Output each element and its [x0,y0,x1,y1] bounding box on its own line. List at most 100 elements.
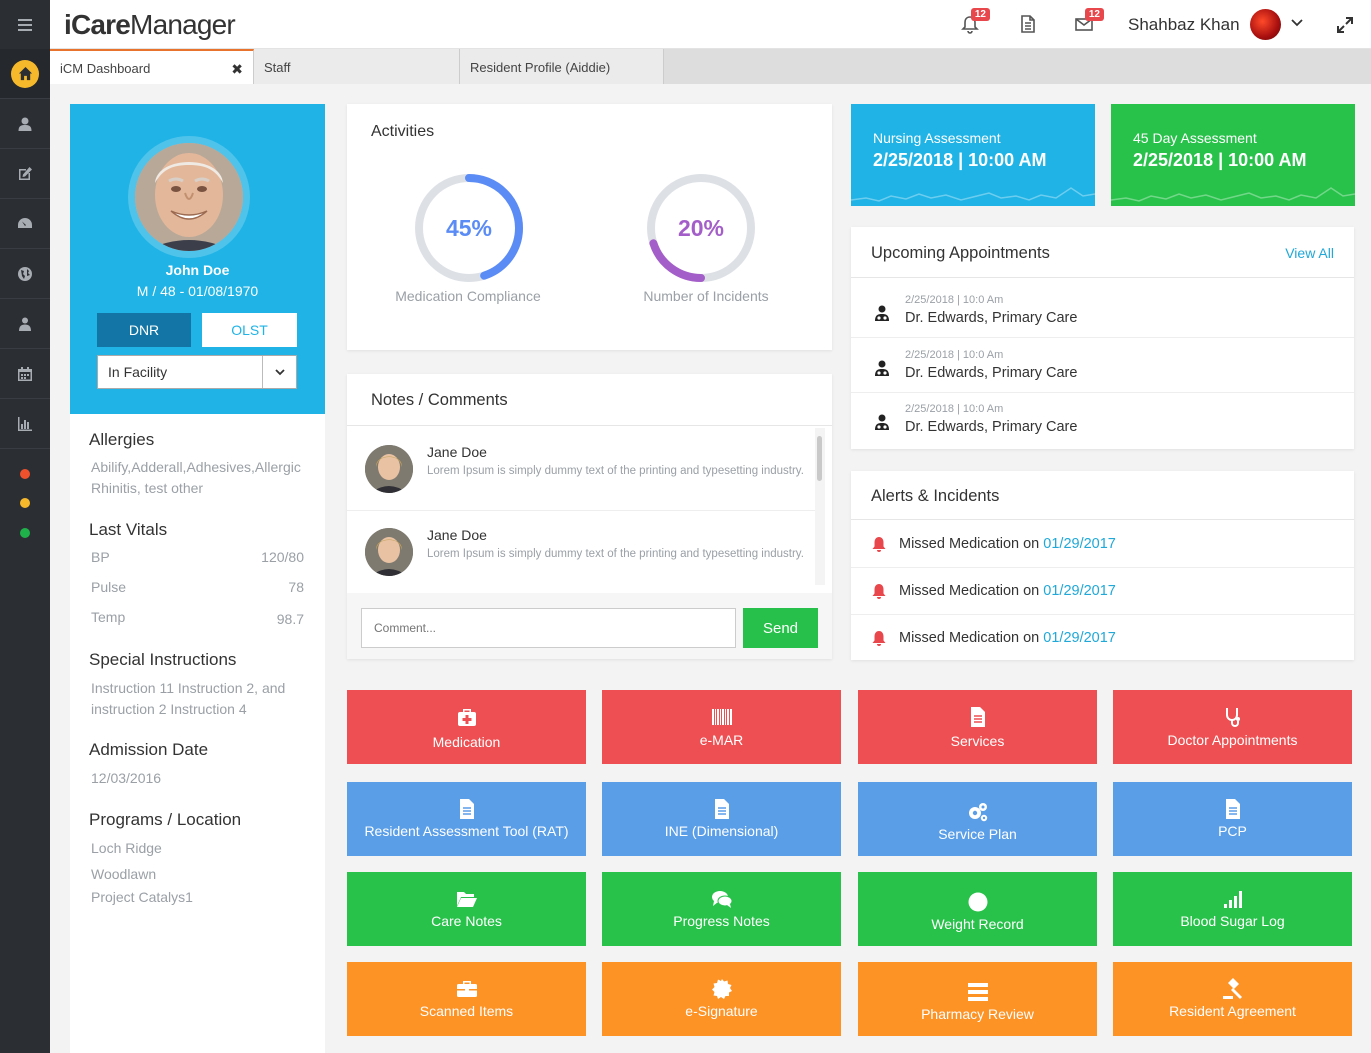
resident-photo [135,143,243,251]
sparkline [1111,187,1355,202]
resident-meta: M / 48 - 01/08/1970 [136,283,259,299]
user-avatar[interactable] [1250,9,1281,40]
note-author-avatar [365,528,413,576]
note-text: Lorem Ipsum is simply dummy text of the … [427,548,804,560]
alert-date[interactable]: 01/29/2017 [1043,630,1116,646]
notifications-button[interactable]: 12 [960,8,990,36]
nursing-assessment-card[interactable]: Nursing Assessment 2/25/2018 | 10:00 AM [851,104,1095,206]
tile-medication[interactable]: Medication [347,690,586,764]
calendar-icon [18,366,32,381]
tile-label: Scanned Items [419,1003,514,1019]
instructions-heading: Special Instructions [89,650,237,669]
tile-doctor-appointments[interactable]: Doctor Appointments [1113,690,1352,764]
tile-emar[interactable]: e-MAR [602,690,841,764]
briefcase-icon [456,981,477,997]
tile-label: Care Notes [431,913,502,929]
tab-icm-dashboard[interactable]: iCM Dashboard ✖ [50,49,254,84]
list-icon [967,983,988,1001]
alert-date[interactable]: 01/29/2017 [1043,536,1116,552]
tile-label: e-Signature [685,1003,758,1019]
tile-service-plan[interactable]: Service Plan [858,782,1097,856]
nav-dashboard[interactable] [0,199,50,249]
tile-pharmacy-review[interactable]: Pharmacy Review [858,962,1097,1036]
programs-heading: Programs / Location [89,810,242,829]
tile-label: Progress Notes [673,913,770,929]
tile-label: Medication [432,734,501,750]
tab-resident-profile[interactable]: Resident Profile (Aiddie) [460,49,664,84]
dashboard-icon [18,217,32,228]
nav-globe[interactable] [0,249,50,299]
chevron-down-icon[interactable] [1290,16,1304,30]
medkit-icon [457,709,476,726]
nav-calendar[interactable] [0,349,50,399]
nav-home[interactable] [0,49,50,99]
notes-scrollbar[interactable] [815,428,825,585]
tile-weight-record[interactable]: Weight Record [858,872,1097,946]
close-icon[interactable]: ✖ [231,61,243,77]
user-name[interactable]: Shahbaz Khan [1128,15,1240,34]
doctor-icon [875,305,889,321]
tile-care-notes[interactable]: Care Notes [347,872,586,946]
tile-ine-dimensional[interactable]: INE (Dimensional) [602,782,841,856]
olst-button[interactable]: OLST [202,313,297,347]
tile-label: Resident Agreement [1169,1003,1296,1019]
status-dot-yellow [20,498,30,508]
instructions-text: Instruction 11 Instruction 2, and instru… [91,680,286,717]
alerts-card: Alerts & Incidents Missed Medication on … [851,471,1354,660]
tile-scanned-items[interactable]: Scanned Items [347,962,586,1036]
tile-resident-agreement[interactable]: Resident Agreement [1113,962,1352,1036]
note-author: Jane Doe [427,527,487,543]
assessment-label: 45 Day Assessment [1133,130,1257,146]
scrollbar-thumb[interactable] [817,436,822,481]
document-icon [1021,15,1035,33]
tile-label: Services [950,733,1005,749]
notes-list[interactable]: Jane Doe Lorem Ipsum is simply dummy tex… [347,428,832,593]
app-logo[interactable]: iCareManager [64,9,236,40]
edit-icon [19,166,32,180]
gears-icon [968,803,987,822]
alert-item[interactable]: Missed Medication on 01/29/2017 [851,521,1354,568]
appointments-card: Upcoming Appointments View All 2/25/2018… [851,227,1354,449]
tab-staff[interactable]: Staff [254,49,460,84]
tile-services[interactable]: Services [858,690,1097,764]
alert-date[interactable]: 01/29/2017 [1043,583,1116,599]
signal-icon [1223,891,1242,908]
tile-resident-assessment-tool[interactable]: Resident Assessment Tool (RAT) [347,782,586,856]
comment-input[interactable] [361,608,736,648]
alert-item[interactable]: Missed Medication on 01/29/2017 [851,568,1354,615]
alert-item[interactable]: Missed Medication on 01/29/2017 [851,615,1354,662]
documents-button[interactable] [1018,14,1040,36]
day45-assessment-card[interactable]: 45 Day Assessment 2/25/2018 | 10:00 AM [1111,104,1355,206]
tile-pcp[interactable]: PCP [1113,782,1352,856]
messages-badge: 12 [1084,8,1104,21]
messages-button[interactable]: 12 [1074,8,1104,36]
activities-card: Activities 45% Medication Compliance 20%… [347,104,832,350]
tile-label: Weight Record [931,916,1024,932]
send-button[interactable]: Send [743,608,818,648]
notes-card: Notes / Comments Jane Doe Lorem Ipsum is… [347,374,832,659]
circle-icon [968,892,987,912]
dnr-button[interactable]: DNR [97,313,191,347]
doctor-icon [875,360,889,376]
expand-icon[interactable] [1336,16,1354,34]
menu-toggle[interactable] [0,0,50,50]
assessment-label: Nursing Assessment [873,130,1001,146]
nav-profile[interactable] [0,99,50,149]
appointment-item[interactable]: 2/25/2018 | 10:0 Am Dr. Edwards, Primary… [851,393,1354,447]
appointment-item[interactable]: 2/25/2018 | 10:0 Am Dr. Edwards, Primary… [851,339,1354,393]
view-all-link[interactable]: View All [1285,245,1334,261]
tile-progress-notes[interactable]: Progress Notes [602,872,841,946]
notes-title: Notes / Comments [371,391,508,409]
tile-blood-sugar-log[interactable]: Blood Sugar Log [1113,872,1352,946]
document-icon [970,707,985,727]
nav-reports[interactable] [0,399,50,449]
tile-label: Pharmacy Review [921,1006,1034,1022]
note-item: Jane Doe Lorem Ipsum is simply dummy tex… [347,428,817,511]
nav-staff[interactable] [0,299,50,349]
appointment-item[interactable]: 2/25/2018 | 10:0 Am Dr. Edwards, Primary… [851,284,1354,338]
allergies-text: Abilify,Adderall,Adhesives,Allergic Rhin… [91,459,301,496]
chevron-down-icon [262,356,296,388]
tile-e-signature[interactable]: e-Signature [602,962,841,1036]
facility-select[interactable]: In Facility [97,355,297,389]
nav-edit[interactable] [0,149,50,199]
